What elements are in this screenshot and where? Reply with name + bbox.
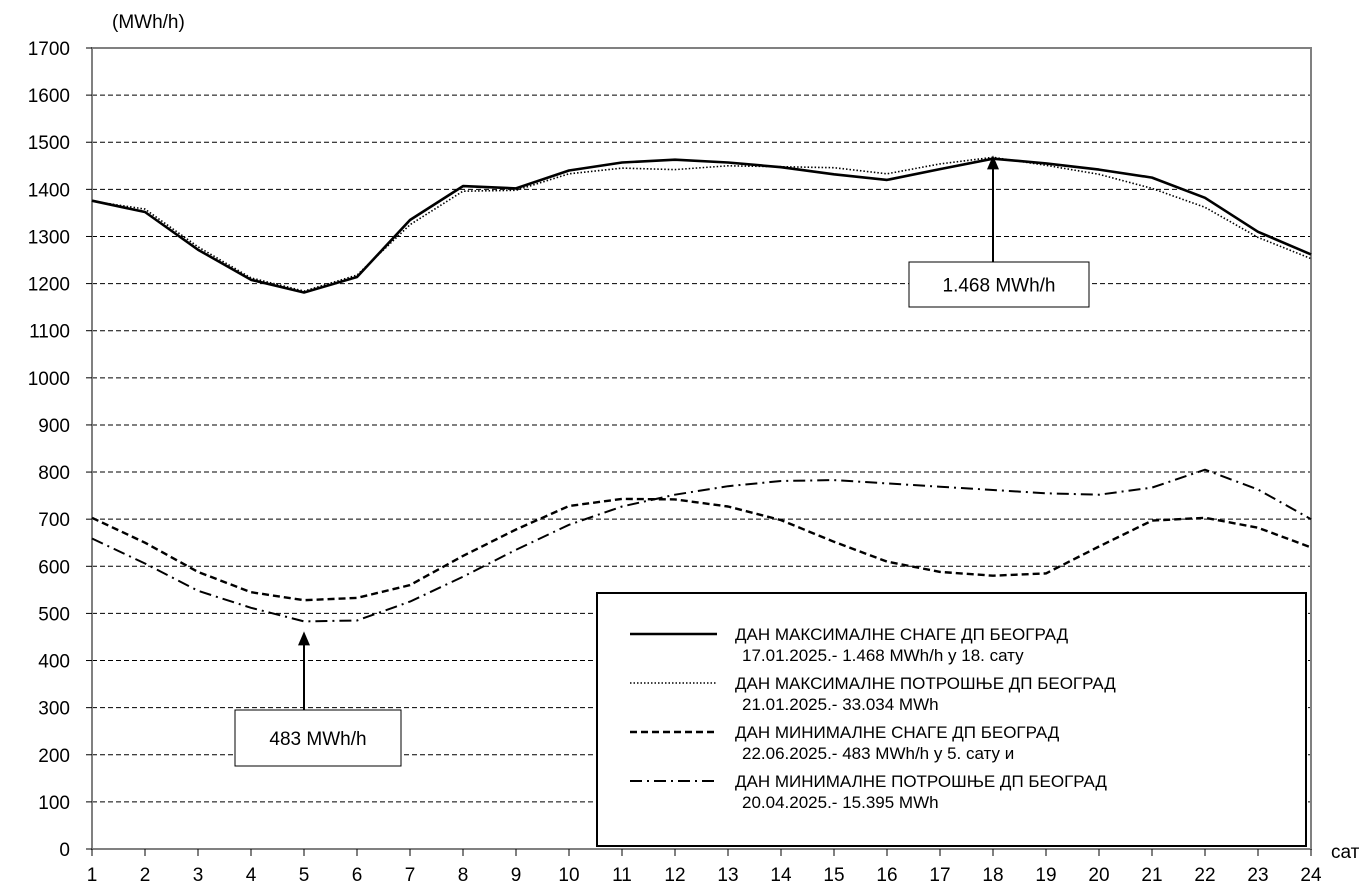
legend-series-detail-1: 17.01.2025.- 1.468 MWh/h у 18. сату [742,646,1024,665]
legend-series-detail-3: 22.06.2025.- 483 MWh/h у 5. сату и [742,744,1014,763]
callout-arrowhead [987,155,999,170]
x-tick-label: 1 [87,865,98,886]
x-tick-label: 24 [1300,865,1322,886]
x-tick-label: 17 [929,865,950,886]
x-tick-label: 9 [511,865,522,886]
callout-arrowhead [298,631,310,646]
x-tick-label: 22 [1194,865,1215,886]
y-tick-label: 0 [59,840,70,861]
series-line-1 [91,157,1312,294]
callout-box [908,261,1090,308]
x-tick-label: 19 [1035,865,1056,886]
x-tick-label: 23 [1247,865,1268,886]
y-tick-label: 1300 [28,227,70,248]
y-tick-label: 900 [38,416,70,437]
callout-label-1: 1.468 MWh/h [943,276,1056,297]
x-tick-label: 13 [717,865,738,886]
x-tick-label: 16 [876,865,897,886]
y-tick-label: 1700 [28,39,70,60]
series-line-3 [91,497,1312,602]
y-tick-label: 200 [38,746,70,767]
legend-series-name-4: ДАН МИНИМАЛНЕ ПОТРОШЊЕ ДП БЕОГРАД [735,772,1107,791]
y-tick-label: 1100 [29,322,70,343]
legend-series-detail-2: 21.01.2025.- 33.034 MWh [742,695,939,714]
x-tick-label: 10 [558,865,579,886]
legend-series-name-3: ДАН МИНИМАЛНЕ СНАГЕ ДП БЕОГРАД [735,723,1060,742]
x-tick-label: 2 [140,865,151,886]
y-axis-label: (MWh/h) [112,12,185,33]
y-tick-label: 600 [38,557,70,578]
y-tick-label: 1500 [28,133,70,154]
legend-series-name-2: ДАН МАКСИМАЛНЕ ПОТРОШЊЕ ДП БЕОГРАД [735,674,1116,693]
y-tick-label: 1600 [28,86,70,107]
x-axis-ticks: 1 2 3 4 5 6 7 8 9 10 11 12 13 14 15 16 17 18 19 20 21 22 23 24 [87,849,1322,886]
y-tick-label: 400 [38,652,70,673]
x-tick-label: 4 [246,865,257,886]
x-tick-label: 15 [823,865,844,886]
callouts: 1.468 MWh/h 483 MWh/h [234,155,1090,767]
legend: ДАН МАКСИМАЛНЕ СНАГЕ ДП БЕОГРАД 17.01.202… [596,592,1307,847]
callout-box [234,709,402,767]
x-tick-label: 6 [352,865,363,886]
callout-label-2: 483 MWh/h [269,729,366,750]
y-tick-label: 100 [38,793,70,814]
x-tick-label: 11 [612,865,632,886]
y-tick-label: 800 [38,463,70,484]
plot-frame [91,47,1312,850]
series-line-4 [91,468,1312,623]
legend-series-name-1: ДАН МАКСИМАЛНЕ СНАГЕ ДП БЕОГРАД [735,625,1069,644]
series-lines [91,156,1312,623]
x-tick-label: 14 [770,865,792,886]
x-tick-label: 3 [193,865,204,886]
series-line-2 [91,156,1312,292]
y-tick-label: 1400 [28,180,70,201]
y-tick-label: 1200 [28,275,70,296]
x-tick-label: 12 [664,865,685,886]
y-tick-label: 1000 [28,369,70,390]
x-tick-label: 7 [405,865,416,886]
y-tick-label: 700 [38,510,70,531]
x-tick-label: 5 [299,865,310,886]
x-tick-label: 21 [1141,865,1162,886]
x-tick-label: 20 [1088,865,1109,886]
x-axis-label: сат [1331,842,1360,863]
x-tick-label: 8 [458,865,469,886]
y-tick-label: 500 [38,604,70,625]
x-tick-label: 18 [982,865,1003,886]
y-tick-label: 300 [38,699,70,720]
legend-series-detail-4: 20.04.2025.- 15.395 MWh [742,793,939,812]
y-axis-ticks: 0 100 200 300 400 500 600 700 800 900 1000 1100 1200… [28,39,92,861]
